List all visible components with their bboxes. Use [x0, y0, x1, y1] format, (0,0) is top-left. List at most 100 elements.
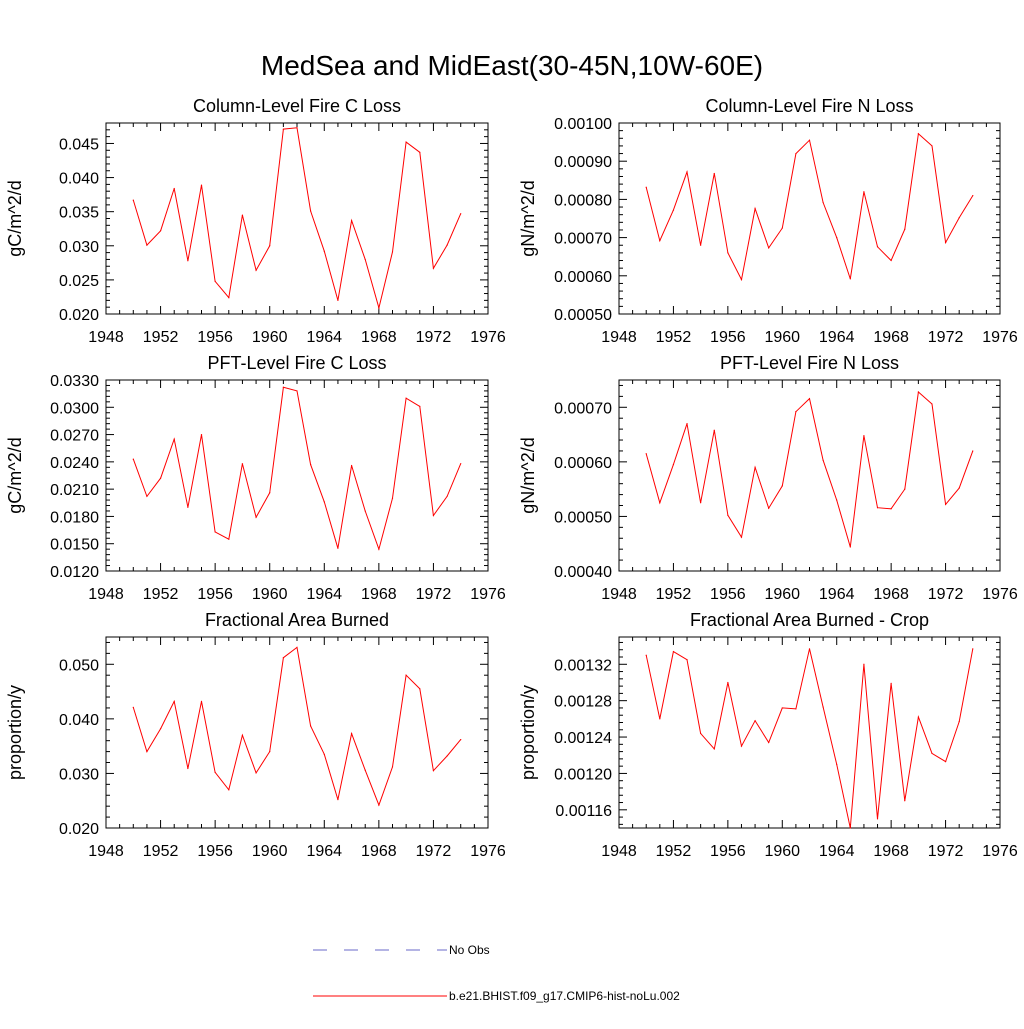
plot-frame — [618, 122, 1001, 315]
data-point — [228, 789, 230, 791]
data-point — [754, 466, 756, 468]
data-point — [214, 771, 216, 773]
data-point — [768, 741, 770, 744]
data-point — [727, 514, 729, 516]
data-point — [323, 501, 325, 503]
x-tick-label: 1960 — [252, 843, 288, 860]
data-point — [391, 251, 394, 253]
data-point — [405, 141, 407, 143]
data-point — [700, 732, 702, 735]
data-point — [890, 259, 892, 262]
data-point — [241, 734, 244, 736]
series-line — [132, 386, 462, 551]
panel-title: Column-Level Fire N Loss — [705, 96, 913, 116]
y-tick-label: 0.025 — [59, 273, 99, 290]
x-tick-label: 1948 — [88, 843, 124, 860]
data-point — [822, 459, 824, 461]
data-point — [187, 506, 189, 508]
panel-5: Fractional Area Burned proportion/y 1948 19… — [5, 610, 506, 860]
data-point — [214, 280, 216, 282]
y-axis-label: gC/m^2/d — [5, 180, 25, 256]
data-point — [672, 650, 675, 653]
data-point — [159, 728, 162, 730]
panel-4: PFT-Level Fire N Loss gN/m^2/d 1948 1952 195… — [518, 353, 1018, 603]
data-point — [310, 463, 312, 466]
y-tick-label: 0.035 — [59, 205, 99, 222]
data-point — [876, 507, 879, 509]
y-tick-label: 0.00050 — [554, 509, 612, 526]
data-point — [296, 646, 298, 648]
data-point — [350, 464, 353, 467]
data-point — [173, 187, 175, 190]
panel-1: Column-Level Fire C Loss gC/m^2/d 1948 1952… — [5, 96, 506, 346]
data-point — [917, 133, 919, 135]
data-point — [740, 279, 743, 281]
data-point — [269, 751, 271, 753]
data-point — [931, 403, 933, 405]
panel-title: Column-Level Fire C Loss — [193, 96, 401, 116]
y-tick-label: 0.0330 — [50, 373, 99, 390]
data-point — [391, 497, 394, 499]
plot-frame — [105, 122, 489, 315]
main-title: MedSea and MidEast(30-45N,10W-60E) — [261, 50, 763, 81]
x-tick-label: 1956 — [710, 329, 746, 346]
data-point — [241, 463, 244, 465]
data-point — [849, 546, 851, 548]
panel-title: Fractional Area Burned - Crop — [690, 610, 929, 630]
data-point — [917, 391, 919, 393]
data-point — [672, 209, 675, 211]
data-point — [432, 770, 435, 772]
y-tick-label: 0.050 — [59, 657, 99, 674]
data-point — [659, 240, 661, 242]
y-tick-label: 0.00128 — [554, 694, 612, 711]
y-tick-label: 0.020 — [59, 821, 99, 838]
x-tick-label: 1948 — [88, 586, 124, 603]
x-tick-label: 1948 — [601, 329, 637, 346]
plot-frame — [105, 636, 489, 829]
data-point — [255, 269, 257, 271]
y-tick-label: 0.0240 — [50, 455, 99, 472]
data-point — [446, 495, 448, 498]
data-point — [863, 663, 865, 665]
data-point — [282, 386, 284, 388]
plot-frame — [618, 379, 1001, 572]
data-point — [781, 227, 783, 229]
data-point — [159, 230, 162, 232]
data-point — [146, 751, 148, 753]
y-tick-label: 0.030 — [59, 766, 99, 783]
panel-6: Fractional Area Burned - Crop proportion/… — [518, 610, 1018, 860]
data-point — [214, 531, 216, 533]
data-point — [768, 507, 770, 509]
data-point — [944, 503, 947, 506]
x-tick-label: 1976 — [470, 586, 506, 603]
y-tick-label: 0.0210 — [50, 482, 99, 499]
data-point — [228, 538, 230, 540]
data-point — [904, 800, 906, 802]
data-point — [686, 171, 688, 173]
data-point — [713, 748, 715, 750]
data-point — [876, 246, 879, 248]
data-point — [419, 151, 421, 153]
data-point — [187, 767, 189, 770]
data-point — [700, 244, 702, 246]
data-point — [781, 485, 783, 487]
data-point — [419, 688, 421, 690]
data-point — [836, 237, 838, 239]
y-tick-label: 0.040 — [59, 171, 99, 188]
data-point — [405, 674, 407, 676]
x-tick-label: 1968 — [873, 843, 909, 860]
data-point — [645, 186, 647, 188]
data-point — [200, 184, 203, 186]
data-point — [296, 127, 298, 129]
data-point — [310, 725, 312, 727]
data-point — [645, 453, 647, 455]
data-point — [146, 495, 148, 498]
y-tick-label: 0.00132 — [554, 657, 612, 674]
data-point — [364, 769, 366, 771]
x-tick-label: 1960 — [764, 586, 800, 603]
y-axis-label: gN/m^2/d — [518, 180, 538, 256]
data-point — [863, 191, 865, 193]
y-tick-label: 0.00116 — [555, 803, 612, 820]
